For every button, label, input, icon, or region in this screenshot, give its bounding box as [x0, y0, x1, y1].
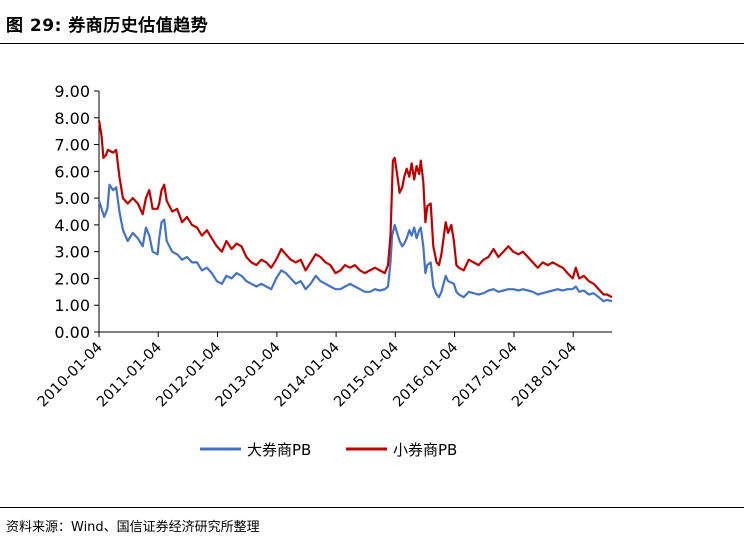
legend-label: 小券商PB	[393, 441, 457, 459]
chart-legend: 大券商PB 小券商PB	[200, 441, 457, 459]
series-line-small-brokers	[97, 120, 613, 299]
chart-series-lines	[97, 120, 613, 303]
y-tick-label: 5.00	[54, 189, 90, 208]
legend-label: 大券商PB	[247, 441, 311, 459]
y-tick-label: 3.00	[54, 243, 90, 262]
y-tick-label: 6.00	[54, 162, 90, 181]
series-line-large-brokers	[97, 183, 613, 303]
y-tick-label: 7.00	[54, 136, 90, 155]
chart-axes: 0.00 1.00 2.00 3.00 4.00 5.00 6.00 7.00 8.00 9.00…	[35, 82, 612, 410]
title-bar: 图 29: 券商历史估值趋势	[0, 0, 744, 44]
source-note: 资料来源：Wind、国信证券经济研究所整理	[6, 520, 260, 535]
source-bar: 资料来源：Wind、国信证券经济研究所整理	[0, 507, 744, 543]
y-tick-label: 0.00	[54, 323, 90, 342]
chart-title: 图 29: 券商历史估值趋势	[6, 16, 209, 36]
line-chart: 0.00 1.00 2.00 3.00 4.00 5.00 6.00 7.00 8.00 9.00…	[35, 82, 613, 459]
y-tick-label: 4.00	[54, 216, 90, 235]
y-tick-label: 1.00	[54, 296, 90, 315]
y-tick-label: 8.00	[54, 109, 90, 128]
y-tick-label: 9.00	[54, 82, 90, 101]
y-tick-label: 2.00	[54, 269, 90, 288]
